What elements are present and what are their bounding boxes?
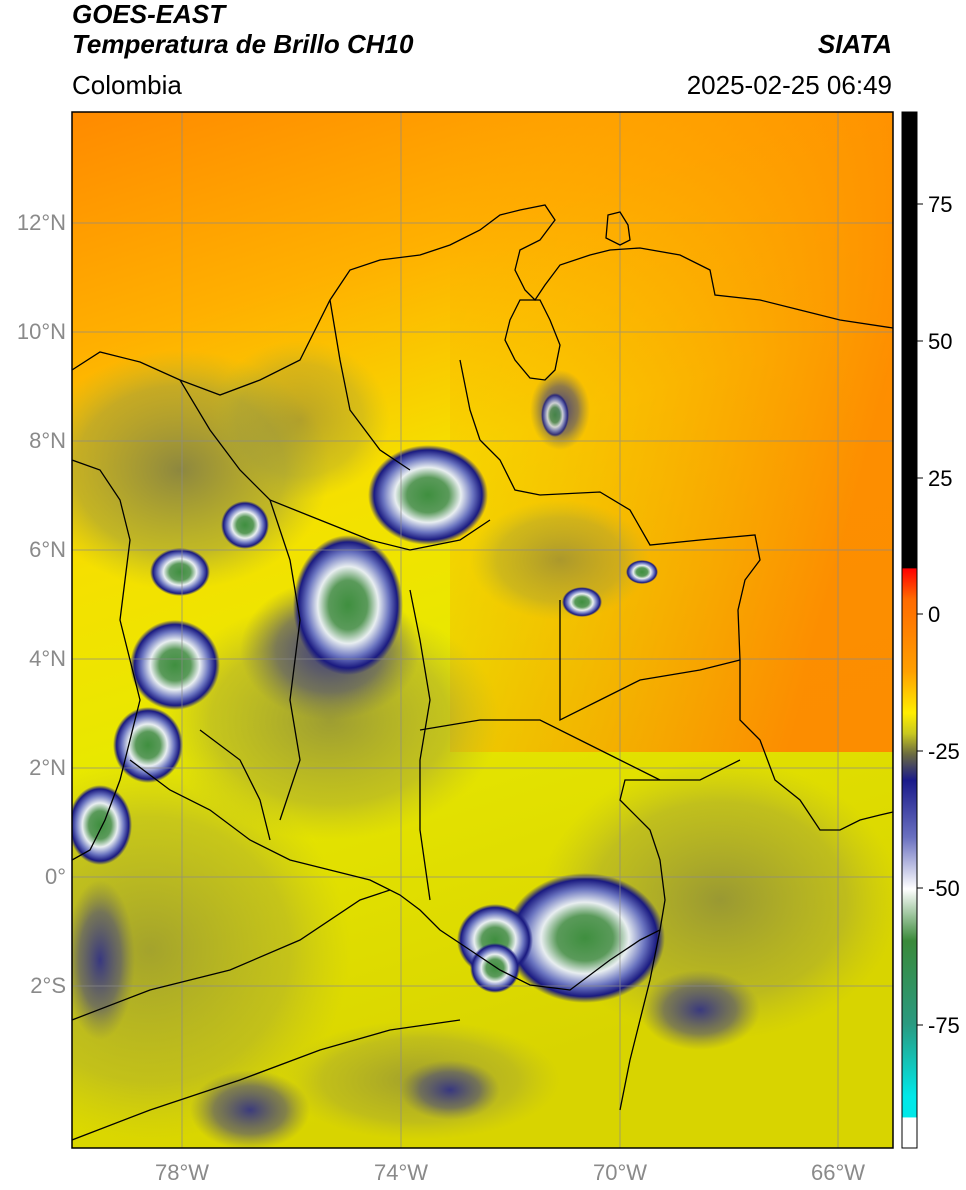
maracaibo-lake <box>504 299 561 381</box>
curacao-island <box>605 211 631 246</box>
peru-brazil-border <box>619 929 661 1111</box>
southern-river-2 <box>72 1019 461 1141</box>
colombia-south-border <box>129 759 741 991</box>
lat-label-10n: 10°N <box>16 319 66 344</box>
region-label: Colombia <box>72 70 182 100</box>
lon-label-66w: 66°W <box>810 1160 866 1185</box>
colorbar-tick-neg25: -25 <box>928 739 960 764</box>
lat-label-8n: 8°N <box>29 428 66 453</box>
colorbar-tick-50: 50 <box>928 329 953 354</box>
colorbar-tick-25: 25 <box>928 466 953 491</box>
internal-boundary-5 <box>329 299 411 471</box>
map-frame <box>71 111 894 1149</box>
lon-label-70w: 70°W <box>592 1160 648 1185</box>
internal-boundary-8 <box>459 359 481 441</box>
lat-label-2n: 2°N <box>29 755 66 780</box>
lat-label-4n: 4°N <box>29 646 66 671</box>
product-title: Temperatura de Brillo CH10 <box>72 29 414 59</box>
colorbar <box>901 111 918 1149</box>
lat-label-2s: 2°S <box>30 973 66 998</box>
internal-boundary-1 <box>409 589 431 901</box>
lon-label-78w: 78°W <box>154 1160 210 1185</box>
colorbar-tick-75: 75 <box>928 192 953 217</box>
lon-label-74w: 74°W <box>373 1160 429 1185</box>
satellite-title: GOES-EAST <box>72 0 226 29</box>
datetime-label: 2025-02-25 06:49 <box>686 70 892 100</box>
lat-label-6n: 6°N <box>29 537 66 562</box>
internal-boundary-4 <box>179 379 491 551</box>
internal-boundary-3 <box>269 499 301 821</box>
internal-boundary-6 <box>419 719 661 781</box>
colombia-east-border <box>479 439 893 831</box>
lat-label-12n: 12°N <box>16 210 66 235</box>
colorbar-tick-neg75: -75 <box>928 1013 960 1038</box>
lat-label-0: 0° <box>44 864 66 889</box>
pacific-coast <box>72 459 141 861</box>
southern-river <box>72 889 391 1021</box>
internal-boundary-7 <box>199 729 271 841</box>
caribbean-coast <box>72 204 893 396</box>
organization-label: SIATA <box>817 29 892 59</box>
colorbar-tick-neg50: -50 <box>928 876 960 901</box>
internal-boundary-2 <box>559 600 741 722</box>
colorbar-tick-0: 0 <box>928 602 941 627</box>
